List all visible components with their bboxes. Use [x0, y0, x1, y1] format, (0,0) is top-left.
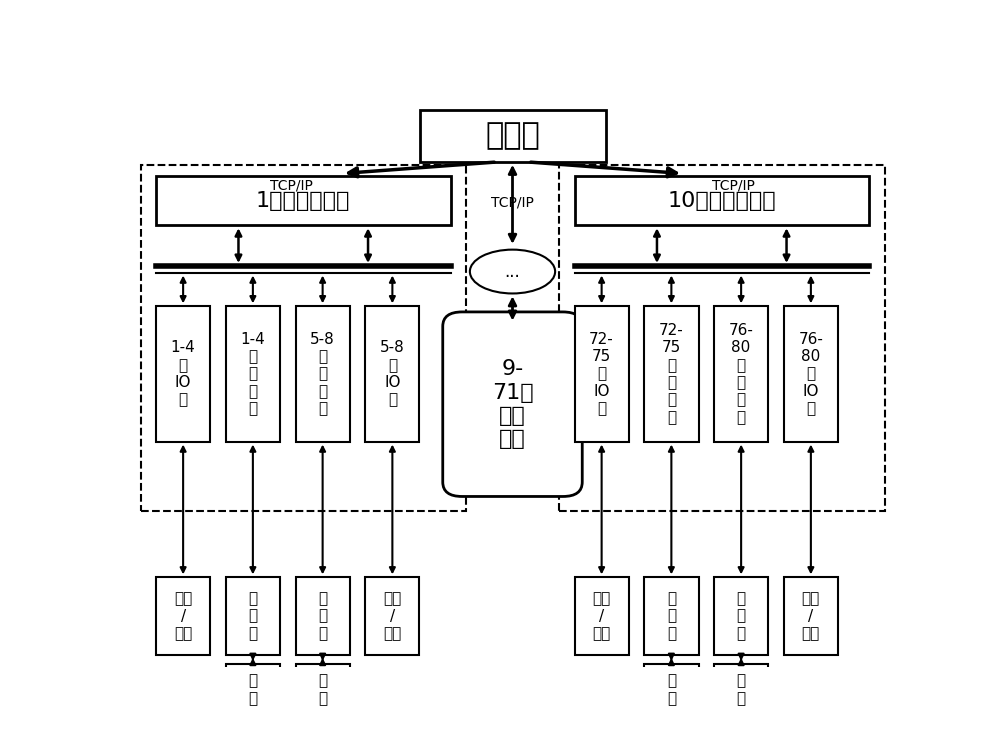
Ellipse shape — [470, 249, 555, 294]
Bar — [784, 306, 838, 442]
Bar — [574, 306, 629, 442]
Text: 76-
80
号
IO
站: 76- 80 号 IO 站 — [798, 332, 823, 416]
Bar — [296, 664, 350, 715]
Text: TCP/IP: TCP/IP — [270, 178, 313, 192]
Text: 电
机: 电 机 — [318, 673, 327, 706]
Text: 72-
75
号
IO
站: 72- 75 号 IO 站 — [589, 332, 614, 416]
Text: ...: ... — [505, 263, 520, 281]
Bar — [156, 577, 210, 655]
Bar — [714, 306, 768, 442]
Bar — [296, 306, 350, 442]
Text: 1号多轴管理器: 1号多轴管理器 — [256, 191, 350, 211]
Bar — [559, 165, 885, 511]
Bar — [156, 177, 450, 225]
Text: 72-
75
号
控
制
器: 72- 75 号 控 制 器 — [659, 323, 684, 425]
Text: TCP/IP: TCP/IP — [491, 195, 534, 209]
Text: 76-
80
号
控
制
器: 76- 80 号 控 制 器 — [729, 323, 754, 425]
Bar — [365, 577, 419, 655]
Bar — [644, 306, 698, 442]
Text: 9-
71号
控制
单元: 9- 71号 控制 单元 — [492, 360, 533, 449]
Bar — [784, 577, 838, 655]
Text: 限位
/
面板: 限位 / 面板 — [174, 591, 192, 641]
Text: 限位
/
面板: 限位 / 面板 — [383, 591, 402, 641]
Bar — [226, 664, 280, 715]
Text: 10号多轴管理器: 10号多轴管理器 — [667, 191, 776, 211]
Text: 上位机: 上位机 — [485, 121, 540, 151]
Text: 驱
动
器: 驱 动 器 — [318, 591, 327, 641]
Bar — [644, 577, 698, 655]
Bar — [226, 577, 280, 655]
Bar — [644, 664, 698, 715]
Text: TCP/IP: TCP/IP — [712, 178, 755, 192]
Text: 驱
动
器: 驱 动 器 — [248, 591, 257, 641]
Bar — [156, 306, 210, 442]
Bar — [226, 306, 280, 442]
Text: 电
机: 电 机 — [248, 673, 257, 706]
Bar — [714, 577, 768, 655]
Text: 驱
动
器: 驱 动 器 — [667, 591, 676, 641]
Bar — [574, 177, 869, 225]
Bar — [365, 306, 419, 442]
Text: 5-8
号
控
制
器: 5-8 号 控 制 器 — [310, 332, 335, 416]
Bar — [140, 165, 466, 511]
Text: 1-4
号
控
制
器: 1-4 号 控 制 器 — [240, 332, 265, 416]
Text: 5-8
号
IO
站: 5-8 号 IO 站 — [380, 340, 405, 407]
Bar — [296, 577, 350, 655]
Text: 限位
/
面板: 限位 / 面板 — [592, 591, 611, 641]
Bar — [714, 664, 768, 715]
Text: 驱
动
器: 驱 动 器 — [737, 591, 746, 641]
Text: 1-4
号
IO
站: 1-4 号 IO 站 — [171, 340, 196, 407]
Text: 电
机: 电 机 — [737, 673, 746, 706]
Text: 电
机: 电 机 — [667, 673, 676, 706]
FancyBboxPatch shape — [443, 312, 582, 497]
Text: 限位
/
面板: 限位 / 面板 — [802, 591, 820, 641]
Bar — [574, 577, 629, 655]
Bar — [420, 110, 606, 162]
